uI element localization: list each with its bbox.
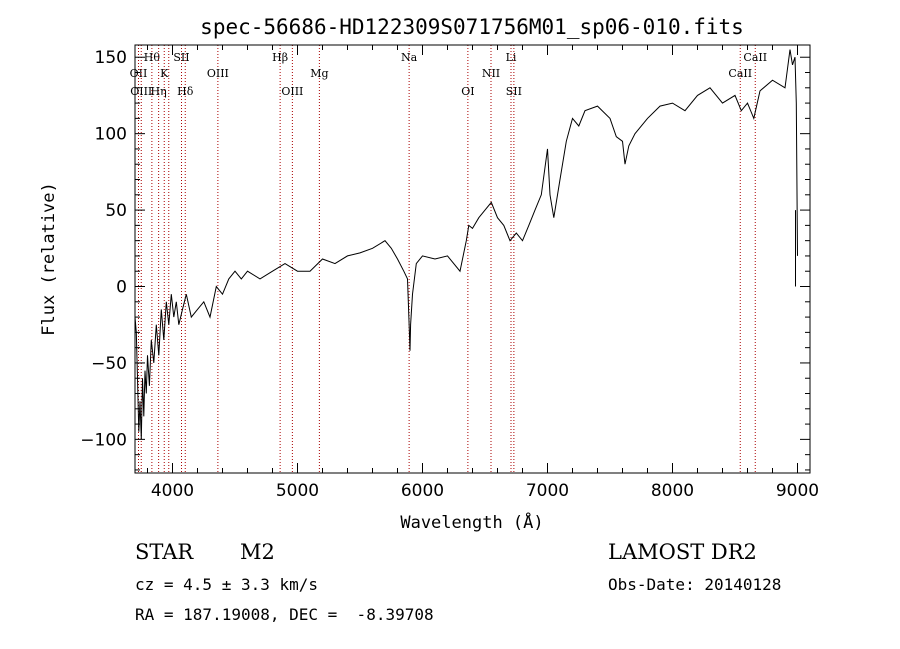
spectrum-line <box>134 49 798 440</box>
x-tick-label: 5000 <box>276 481 319 501</box>
line-marker-label: OI <box>461 85 474 98</box>
x-tick-label: 8000 <box>651 481 694 501</box>
chart-title: spec-56686-HD122309S071756M01_sp06-010.f… <box>200 15 744 39</box>
line-marker-label: NII <box>482 67 500 80</box>
line-marker-label: SII <box>173 51 189 64</box>
y-tick-label: 0 <box>116 278 127 298</box>
x-tick-label: 4000 <box>151 481 194 501</box>
survey-name: LAMOST DR2 <box>608 540 757 564</box>
redshift-line: cz = 4.5 ± 3.3 km/s <box>135 575 319 594</box>
y-tick-label: −100 <box>80 430 127 450</box>
plot-frame <box>134 44 811 474</box>
y-axis: −100 −50 0 50 100 150 <box>80 48 810 471</box>
line-marker-label: OIII <box>207 67 229 80</box>
line-marker-label: Hθ <box>144 51 161 64</box>
y-tick-label: 150 <box>95 48 127 68</box>
x-tick-label: 6000 <box>401 481 444 501</box>
line-marker-label: Hβ <box>272 51 288 64</box>
line-marker-label: Mg <box>310 67 328 80</box>
observation-date: Obs-Date: 20140128 <box>608 575 782 594</box>
line-markers: HθOIIOIIIHηKSIIHδOIIIHβOIIIMgNaOINIILiSI… <box>130 45 767 473</box>
object-class: STAR <box>135 540 194 564</box>
line-marker-label: OII <box>130 67 148 80</box>
x-tick-label: 7000 <box>526 481 569 501</box>
y-tick-label: 100 <box>95 125 127 145</box>
y-tick-label: 50 <box>105 201 127 221</box>
object-subclass: M2 <box>240 540 275 564</box>
ra-dec-line: RA = 187.19008, DEC = -8.39708 <box>135 605 434 624</box>
line-marker-label: OIII <box>130 85 152 98</box>
x-axis-label: Wavelength (Å) <box>400 511 543 533</box>
x-tick-label: 9000 <box>776 481 819 501</box>
line-marker-label: Hη <box>151 85 167 98</box>
line-marker-label: SII <box>506 85 522 98</box>
y-tick-label: −50 <box>91 354 127 374</box>
line-marker-label: Hδ <box>177 85 194 98</box>
line-marker-label: CaII <box>728 67 752 80</box>
line-marker-label: OIII <box>281 85 303 98</box>
line-marker-label: Li <box>506 51 517 64</box>
line-marker-label: K <box>160 67 169 80</box>
line-marker-label: CaII <box>743 51 767 64</box>
y-axis-label: Flux (relative) <box>39 182 59 336</box>
x-axis: 4000 5000 6000 7000 8000 9000 <box>147 45 819 501</box>
line-marker-label: Na <box>401 51 418 64</box>
